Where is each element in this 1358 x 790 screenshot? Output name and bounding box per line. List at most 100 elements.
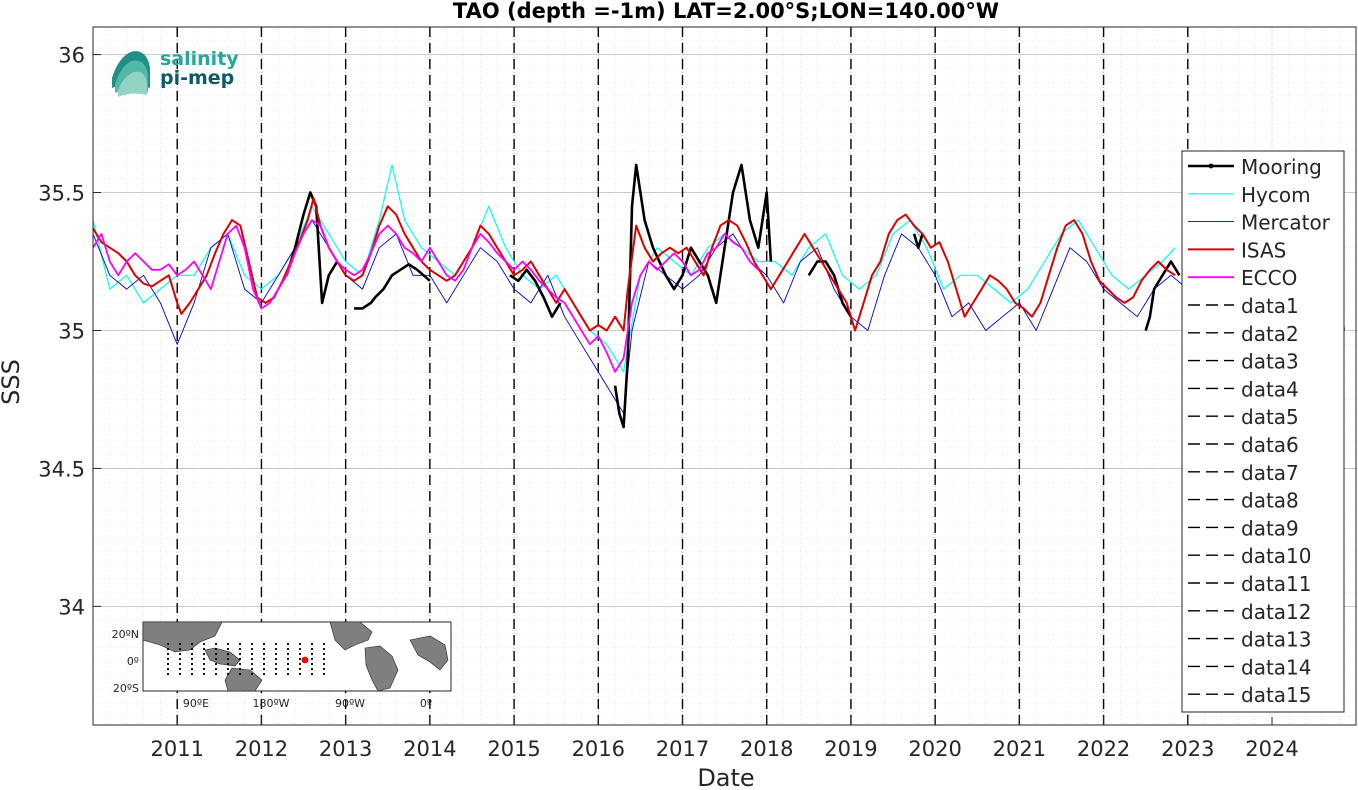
inset-mooring-dot	[166, 647, 170, 651]
inset-mooring-dot	[226, 652, 230, 656]
inset-lon-label: 180ºW	[252, 697, 289, 710]
inset-mooring-dot	[322, 652, 326, 656]
inset-mooring-dot	[322, 647, 326, 651]
x-tick-label: 2022	[1077, 737, 1130, 761]
inset-mooring-dot	[238, 662, 242, 666]
x-tick-label: 2013	[319, 737, 372, 761]
legend-label: data1	[1241, 294, 1299, 318]
inset-lon-label: 90ºW	[335, 697, 365, 710]
inset-mooring-dot	[274, 642, 278, 646]
inset-mooring-dot	[214, 657, 218, 661]
plot-frame	[92, 26, 1357, 726]
legend-label: data7	[1241, 461, 1299, 485]
legend-marker	[1208, 163, 1214, 169]
x-tick-label: 2018	[740, 737, 793, 761]
inset-mooring-dot	[202, 652, 206, 656]
legend-label: Hycom	[1241, 183, 1311, 207]
inset-lat-label: 20ºN	[112, 628, 139, 641]
inset-mooring-dot	[202, 672, 206, 676]
inset-mooring-dot	[178, 652, 182, 656]
inset-mooring-dot	[202, 662, 206, 666]
inset-mooring-dot	[310, 672, 314, 676]
inset-land	[329, 621, 373, 651]
inset-mooring-dot	[226, 657, 230, 661]
inset-mooring-dot	[226, 667, 230, 671]
inset-mooring-dot	[190, 657, 194, 661]
inset-mooring-dot	[202, 647, 206, 651]
inset-mooring-dot	[166, 642, 170, 646]
inset-mooring-dot	[298, 667, 302, 671]
series-line-mooring	[509, 268, 562, 318]
y-tick-label: 35	[58, 319, 85, 343]
inset-mooring-dot	[310, 642, 314, 646]
inset-mooring-dot	[310, 662, 314, 666]
inset-mooring-dot	[250, 652, 254, 656]
inset-mooring-dot	[298, 657, 302, 661]
inset-mooring-dot	[238, 672, 242, 676]
inset-mooring-dot	[214, 667, 218, 671]
inset-mooring-dot	[250, 667, 254, 671]
chart-title: TAO (depth =-1m) LAT=2.00°S;LON=140.00°W	[453, 0, 999, 23]
logo-text-pimep: pi-mep	[160, 67, 234, 89]
y-tick-label: 34	[58, 595, 85, 619]
inset-mooring-dot	[178, 657, 182, 661]
legend-label: data6	[1241, 433, 1299, 457]
inset-lon-label: 90ºE	[183, 697, 209, 710]
x-tick-labels: 2011 2012 2013 2014 2015 2016 2017 2018 2019 2020…	[150, 717, 1299, 761]
inset-mooring-dot	[274, 652, 278, 656]
series-line-mooring	[354, 263, 431, 310]
inset-mooring-dot	[286, 667, 290, 671]
inset-mooring-dot	[178, 662, 182, 666]
legend-label: Mooring	[1241, 155, 1322, 179]
legend-label: data5	[1241, 405, 1299, 429]
inset-mooring-dot	[262, 647, 266, 651]
inset-mooring-dot	[274, 657, 278, 661]
inset-mooring-dot	[298, 662, 302, 666]
inset-mooring-dot	[190, 642, 194, 646]
legend-label: data4	[1241, 377, 1299, 401]
inset-mooring-dot	[298, 647, 302, 651]
legend-label: ISAS	[1241, 238, 1286, 262]
inset-mooring-dot	[298, 642, 302, 646]
y-tick-label: 34.5	[38, 457, 85, 481]
inset-mooring-dot	[274, 667, 278, 671]
inset-mooring-dot	[166, 662, 170, 666]
inset-mooring-dot	[322, 642, 326, 646]
inset-mooring-dot	[262, 672, 266, 676]
logo-wave-front	[118, 71, 147, 97]
y-tick-labels: 34 34.5 35 35.5 36	[38, 44, 101, 619]
inset-mooring-dot	[322, 662, 326, 666]
legend-label: data10	[1241, 544, 1312, 568]
inset-mooring-dot	[286, 672, 290, 676]
inset-mooring-dot	[238, 667, 242, 671]
inset-mooring-dot	[310, 657, 314, 661]
inset-mooring-dot	[286, 642, 290, 646]
legend-label: data9	[1241, 516, 1299, 540]
inset-land	[142, 621, 223, 653]
inset-lon-label: 0º	[420, 697, 432, 710]
inset-mooring-dot	[166, 672, 170, 676]
inset-mooring-dot	[178, 647, 182, 651]
legend: Mooring Hycom Mercator ISAS ECCO data1 data2 da…	[1181, 150, 1345, 713]
inset-land	[364, 645, 399, 692]
inset-mooring-dot	[190, 652, 194, 656]
inset-mooring-dot	[226, 647, 230, 651]
inset-mooring-dot	[298, 672, 302, 676]
inset-mooring-dot	[178, 667, 182, 671]
inset-mooring-dot	[250, 657, 254, 661]
inset-mooring-dot	[190, 647, 194, 651]
inset-mooring-dot	[214, 662, 218, 666]
inset-mooring-dot	[226, 642, 230, 646]
inset-mooring-dot	[238, 642, 242, 646]
inset-mooring-dot	[226, 662, 230, 666]
inset-mooring-dot	[286, 652, 290, 656]
inset-selected-mooring	[301, 656, 309, 664]
inset-mooring-dot	[274, 647, 278, 651]
inset-mooring-dot	[274, 672, 278, 676]
inset-mooring-dot	[238, 657, 242, 661]
legend-label: data11	[1241, 572, 1312, 596]
series-line-mooring	[912, 233, 924, 249]
x-tick-label: 2016	[572, 737, 625, 761]
inset-mooring-dot	[202, 667, 206, 671]
